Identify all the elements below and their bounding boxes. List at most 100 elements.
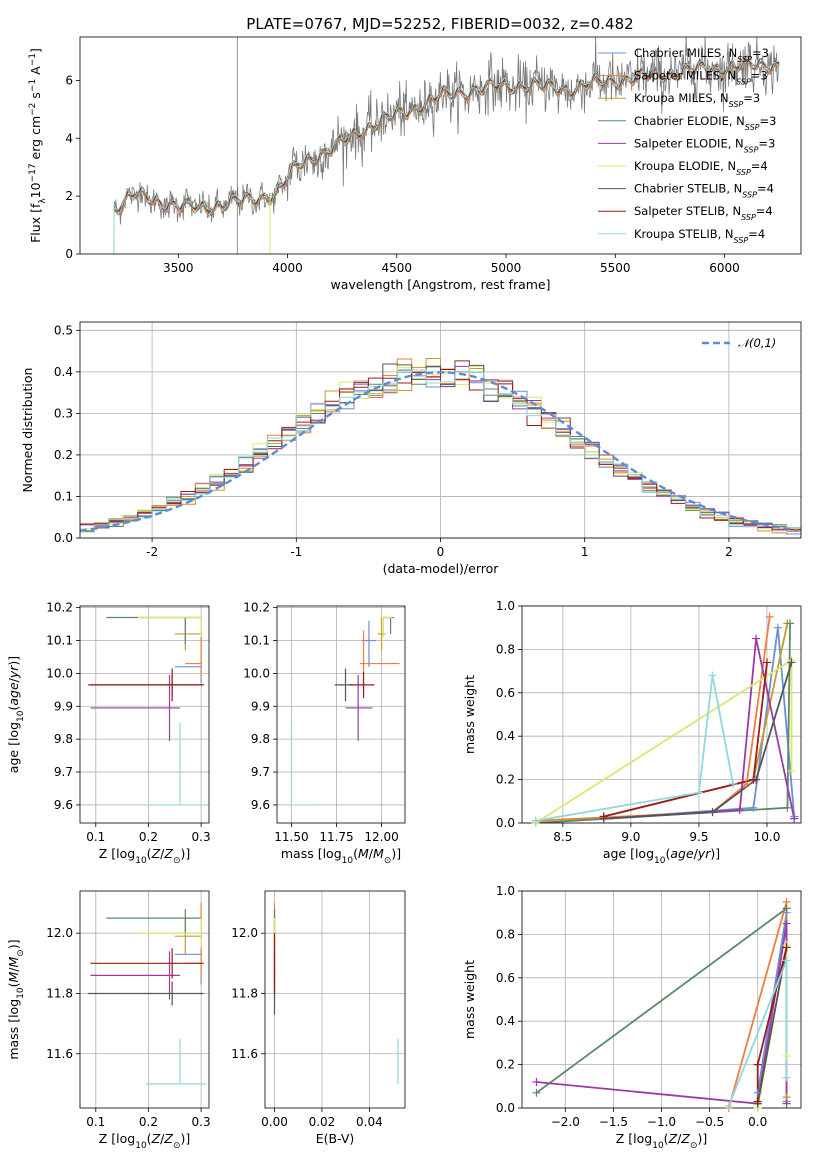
mass-weight-vs-age-ytick-label: 0.6 <box>496 686 515 700</box>
age-vs-z-ytick-label: 9.7 <box>54 765 73 779</box>
mass-vs-ebv-ytick-label: 11.8 <box>231 986 258 1000</box>
age-vs-z-ytick-label: 10.2 <box>46 601 73 615</box>
mass-weight-vs-z-xtick-label: −0.5 <box>695 1115 724 1129</box>
mass-weight-vs-z-xtick-label: −1.5 <box>599 1115 628 1129</box>
mass-vs-ebv-ytick-label: 11.6 <box>231 1047 258 1061</box>
residuals-ytick-label: 0.2 <box>54 448 73 462</box>
mass-weight-vs-age-series-6 <box>603 662 793 820</box>
mass-vs-ebv-xtick-label: 0.00 <box>261 1115 288 1129</box>
age-vs-mass-plot-area <box>290 616 400 806</box>
mass-vs-ebv-xtick-label: 0.04 <box>356 1115 383 1129</box>
spectrum-frame <box>79 36 802 255</box>
mass-vs-z-plot-area <box>87 903 207 1085</box>
mass-vs-z-ytick-label: 12.0 <box>46 926 73 940</box>
age-vs-z-ytick-label: 10.1 <box>46 634 73 648</box>
mass-weight-vs-age-marker-4-1 <box>735 805 744 814</box>
mass-weight-vs-age-series-1 <box>535 616 771 822</box>
mass-weight-vs-z-xtick-label: 0.0 <box>748 1115 767 1129</box>
mass-vs-z-frame <box>79 890 210 1109</box>
age-vs-mass-axes: 11.50 11.75 12.00 9.6 9.7 9.8 9.9 10.0 10.1 10.2 m… <box>243 601 406 866</box>
mass-weight-vs-z-marker-0-0 <box>753 1088 762 1097</box>
mass-weight-vs-age-marker-7-0 <box>599 812 608 821</box>
mass-weight-vs-z-series-1 <box>727 901 788 1108</box>
mass-weight-vs-age-axes: 8.5 9.0 9.5 10.0 0.0 0.2 0.4 0.6 0.8 1.0 age [log1… <box>462 599 802 866</box>
mass-weight-vs-age-marker-4-3 <box>790 814 799 823</box>
mass-weight-vs-z-marker-4-3 <box>782 1099 791 1108</box>
mass-vs-ebv-xtick-label: 0.02 <box>309 1115 336 1129</box>
mass-weight-vs-z-ytick-label: 0.6 <box>496 971 515 985</box>
residuals-ytick-label: 0.5 <box>54 323 73 337</box>
mass-weight-vs-age-marker-6-3 <box>787 658 796 667</box>
mass-weight-vs-age-marker-8-1 <box>694 788 703 797</box>
age-vs-mass-xtick-label: 11.50 <box>274 830 308 844</box>
mass-weight-vs-age-ytick-label: 1.0 <box>496 599 515 613</box>
mass-weight-vs-z-xtick-label: −2.0 <box>551 1115 580 1129</box>
mass-weight-vs-age-series-7 <box>603 662 768 818</box>
residuals-ylabel: Normed distribution <box>20 368 35 493</box>
spectrum-legend-label-5: Kroupa ELODIE, NSSP=4 <box>634 159 768 177</box>
mass-weight-vs-z-xtick-label: −1.0 <box>647 1115 676 1129</box>
mass-weight-vs-age-marker-1-2 <box>742 779 751 788</box>
mass-weight-vs-age-marker-3-1 <box>783 803 792 812</box>
spectrum-axes: 3500 4000 4500 5000 5500 6000 0 2 4 6 wavelength [… <box>28 36 802 292</box>
mass-vs-z-xtick-label: 0.2 <box>139 1115 158 1129</box>
age-vs-mass-xlabel: mass [log10(M/M⊙)] <box>281 846 401 866</box>
mass-weight-vs-age-marker-8-2 <box>708 671 717 680</box>
spectrum-legend-label-0: Chabrier MILES, NSSP=3 <box>634 46 769 64</box>
residuals-ytick-label: 0.4 <box>54 365 73 379</box>
mass-weight-vs-age-xtick-label: 10.0 <box>754 830 781 844</box>
mass-weight-vs-z-ytick-label: 0.2 <box>496 1058 515 1072</box>
residuals-frame <box>79 321 802 539</box>
age-vs-z-xtick-label: 0.1 <box>86 830 105 844</box>
mass-weight-vs-age-marker-8-3 <box>728 779 737 788</box>
spectrum-legend-label-8: Kroupa STELIB, NSSP=4 <box>634 227 765 245</box>
mass-weight-vs-z-ytick-label: 0.8 <box>496 927 515 941</box>
mass-weight-vs-z-axes: −2.0 −1.5 −1.0 −0.5 0.0 0.0 0.2 0.4 0.6 0.8 1.0 Z [… <box>462 884 802 1151</box>
mass-weight-vs-age-ylabel: mass weight <box>462 675 477 754</box>
residuals-ytick-label: 0.1 <box>54 489 73 503</box>
mass-vs-ebv-ytick-label: 12.0 <box>231 926 258 940</box>
spectrum-xtick-label: 3500 <box>163 261 194 275</box>
mass-weight-vs-z-frame <box>521 890 802 1109</box>
residual-legend-label: 𝒩(0,1) <box>738 336 776 350</box>
spectrum-legend-label-1: Salpeter MILES, NSSP=3 <box>634 69 768 87</box>
spectrum-plot-area <box>113 37 780 254</box>
mass-weight-vs-z-marker-8-2 <box>782 1073 791 1082</box>
mass-weight-vs-age-marker-4-2 <box>752 634 761 643</box>
mass-vs-z-axes: 0.1 0.2 0.3 11.6 11.8 12.0 Z [log10(Z/Z⊙)] mass… <box>6 890 211 1151</box>
spectrum-legend-label-3: Chabrier ELODIE, NSSP=3 <box>634 114 776 132</box>
mass-weight-vs-age-marker-8-0 <box>531 816 540 825</box>
mass-weight-vs-z-ytick-label: 0.4 <box>496 1014 515 1028</box>
spectrum-xtick-label: 6000 <box>709 261 740 275</box>
mass-vs-z-xtick-label: 0.3 <box>192 1115 211 1129</box>
age-vs-z-ytick-label: 9.8 <box>54 732 73 746</box>
age-vs-z-ytick-label: 10.0 <box>46 666 73 680</box>
mass-vs-ebv-xlabel: E(B-V) <box>316 1131 355 1146</box>
age-vs-z-xlabel: Z [log10(Z/Z⊙)] <box>99 846 191 866</box>
mass-weight-vs-z-marker-3-0 <box>532 1088 541 1097</box>
age-vs-z-ylabel: age [log10(age/yr)] <box>6 656 26 773</box>
residuals-ytick-label: 0.3 <box>54 406 73 420</box>
residuals-ytick-label: 0.0 <box>54 531 73 545</box>
mass-weight-vs-age-ytick-label: 0.8 <box>496 642 515 656</box>
mass-weight-vs-age-marker-0-1 <box>749 803 758 812</box>
mass-weight-vs-age-marker-0-2 <box>773 623 782 632</box>
spectrum-xlabel: wavelength [Angstrom, rest frame] <box>330 277 550 292</box>
age-vs-mass-ytick-label: 9.6 <box>251 798 270 812</box>
mass-weight-vs-age-marker-6-1 <box>708 808 717 817</box>
mass-vs-z-ylabel: mass [log10(M/M⊙)] <box>6 939 26 1059</box>
figure-title: PLATE=0767, MJD=52252, FIBERID=0032, z=0… <box>246 15 633 33</box>
age-vs-mass-xtick-label: 12.00 <box>364 830 398 844</box>
age-vs-mass-ytick-label: 9.7 <box>251 765 270 779</box>
spectrum-ytick-label: 0 <box>65 247 73 261</box>
mass-weight-vs-z-marker-3-1 <box>782 904 791 913</box>
mass-weight-vs-age-marker-7-1 <box>749 775 758 784</box>
mass-weight-vs-age-marker-5-2 <box>787 766 796 775</box>
residuals-xtick-label: 2 <box>725 545 733 559</box>
mass-vs-ebv-axes: 0.00 0.02 0.04 11.6 11.8 12.0 E(B-V) <box>231 890 406 1146</box>
mass-weight-vs-z-ytick-label: 1.0 <box>496 884 515 898</box>
mass-weight-vs-z-xlabel: Z [log10(Z/Z⊙)] <box>616 1131 708 1151</box>
mass-weight-vs-z-marker-8-0 <box>724 1101 733 1110</box>
spectrum-xtick-label: 5000 <box>491 261 522 275</box>
spectrum-legend-label-6: Chabrier STELIB, NSSP=4 <box>634 182 774 200</box>
